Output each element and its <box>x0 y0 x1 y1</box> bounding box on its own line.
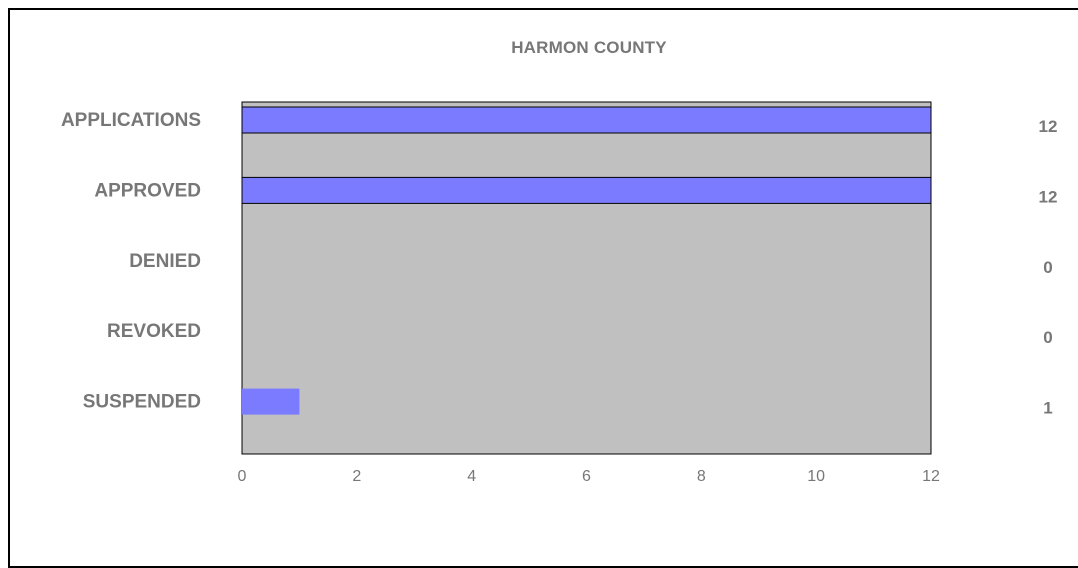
plot-area <box>241 101 932 455</box>
category-label-revoked: REVOKED <box>107 321 201 342</box>
value-label-revoked: 0 <box>1043 328 1052 347</box>
value-label-applications: 12 <box>1039 117 1058 136</box>
value-label-suspended: 1 <box>1043 399 1052 418</box>
x-tick-label-10: 10 <box>807 468 825 485</box>
x-tick-label-0: 0 <box>238 468 247 485</box>
x-tick-label-12: 12 <box>922 468 940 485</box>
x-tick-label-2: 2 <box>352 468 361 485</box>
bar-approved <box>241 176 932 204</box>
category-label-denied: DENIED <box>129 251 201 272</box>
bar-applications <box>241 106 932 134</box>
chart-title: HARMON COUNTY <box>511 38 667 57</box>
category-label-applications: APPLICATIONS <box>61 110 201 131</box>
x-tick-label-6: 6 <box>582 468 591 485</box>
x-tick-label-8: 8 <box>697 468 706 485</box>
value-label-denied: 0 <box>1043 258 1052 277</box>
x-tick-label-4: 4 <box>467 468 476 485</box>
category-label-suspended: SUSPENDED <box>83 392 201 413</box>
value-label-approved: 12 <box>1039 187 1058 206</box>
bar-suspended <box>242 388 300 415</box>
category-label-approved: APPROVED <box>94 180 201 201</box>
